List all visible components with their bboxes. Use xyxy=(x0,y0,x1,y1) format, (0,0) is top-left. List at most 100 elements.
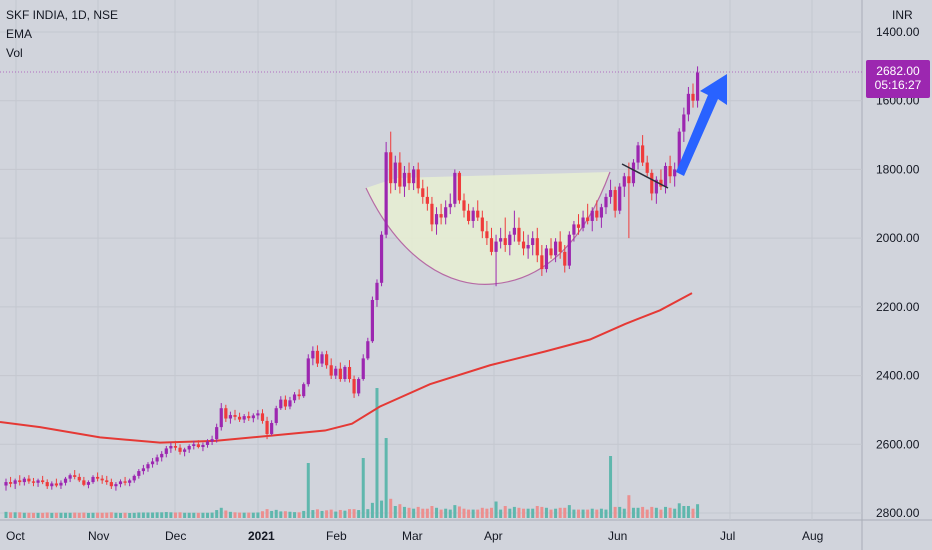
volume-bar xyxy=(146,512,150,518)
candle-body xyxy=(187,446,191,450)
volume-bar xyxy=(27,512,31,518)
candle-body xyxy=(155,457,159,462)
candle-body xyxy=(265,420,269,434)
candle-body xyxy=(622,176,626,187)
volume-bar xyxy=(522,508,526,518)
candle-body xyxy=(526,245,530,249)
candle-body xyxy=(444,207,448,218)
candle-body xyxy=(27,478,31,482)
volume-bar xyxy=(668,507,672,518)
volume-bar xyxy=(531,508,535,518)
ema-line xyxy=(0,292,693,444)
candle-body xyxy=(636,145,640,163)
candle-body xyxy=(425,196,429,204)
ema-indicator-label[interactable]: EMA xyxy=(6,27,33,41)
candle-body xyxy=(659,179,663,187)
candle-body xyxy=(673,169,677,177)
volume-bar xyxy=(73,512,77,518)
time-tick-label: 2021 xyxy=(248,529,275,543)
volume-bar xyxy=(219,507,223,518)
volume-bar xyxy=(567,505,571,518)
volume-bar xyxy=(609,456,613,518)
candle-body xyxy=(567,234,571,266)
volume-bar xyxy=(421,508,425,518)
volume-bar xyxy=(206,512,210,518)
volume-bar xyxy=(581,509,585,518)
volume-bar xyxy=(151,512,155,518)
candle-body xyxy=(393,162,397,184)
candle-body xyxy=(389,152,393,184)
candle-body xyxy=(164,448,168,454)
candle-body xyxy=(558,241,562,252)
volume-bar xyxy=(100,512,104,518)
volume-bar xyxy=(535,506,539,518)
volume-bar xyxy=(627,495,631,518)
vol-indicator-label[interactable]: Vol xyxy=(6,46,23,60)
volume-bar xyxy=(508,508,512,518)
candle-body xyxy=(434,214,439,225)
volume-bar xyxy=(352,509,356,518)
candle-body xyxy=(315,350,320,364)
volume-bar xyxy=(242,512,246,518)
candle-body xyxy=(489,238,494,252)
volume-bar xyxy=(320,510,324,518)
candle-body xyxy=(247,416,251,419)
volume-bar xyxy=(18,512,22,518)
volume-bar xyxy=(329,509,333,518)
volume-bar xyxy=(50,512,54,518)
volume-bar xyxy=(389,498,393,518)
volume-bar xyxy=(160,512,164,518)
volume-bar xyxy=(357,510,361,518)
candle-body xyxy=(173,446,178,448)
volume-bar xyxy=(650,506,654,518)
time-tick-label: Nov xyxy=(88,529,109,543)
candle-body xyxy=(677,131,681,170)
volume-bar xyxy=(325,510,329,518)
last-price-tag: 2682.00 05:16:27 xyxy=(866,60,930,98)
candle-body xyxy=(297,394,301,397)
volume-bar xyxy=(489,507,493,518)
candle-body xyxy=(146,464,150,469)
candle-body xyxy=(183,449,187,452)
volume-bar xyxy=(54,512,58,518)
candle-body xyxy=(361,358,365,380)
volume-bar xyxy=(4,511,8,518)
candle-body xyxy=(462,200,466,211)
candle-body xyxy=(288,400,292,407)
volume-bar xyxy=(137,512,141,518)
volume-bar xyxy=(457,506,461,518)
currency-unit-label[interactable]: INR xyxy=(892,8,913,22)
candle-body xyxy=(109,482,113,487)
candle-body xyxy=(118,481,123,485)
candle-body xyxy=(654,179,658,194)
candle-body xyxy=(627,176,631,184)
candle-body xyxy=(586,217,590,221)
candle-body xyxy=(453,172,457,204)
volume-bar xyxy=(517,507,521,518)
breakout-arrow xyxy=(676,74,727,176)
volume-bar xyxy=(36,512,40,518)
candle-body xyxy=(68,475,72,479)
time-tick-label: Jun xyxy=(608,529,627,543)
volume-bar xyxy=(439,509,443,518)
candle-body xyxy=(36,480,40,483)
candle-body xyxy=(421,188,425,197)
volume-bar xyxy=(366,509,370,518)
volume-bar xyxy=(540,506,544,518)
symbol-title[interactable]: SKF INDIA, 1D, NSE xyxy=(6,8,119,22)
candle-body xyxy=(402,172,407,187)
volume-bar xyxy=(256,512,260,518)
candle-body xyxy=(480,217,484,232)
candle-body xyxy=(517,227,521,242)
candle-body xyxy=(695,72,700,101)
candle-body xyxy=(196,444,200,448)
candle-body xyxy=(466,210,471,221)
volume-bar xyxy=(169,512,173,518)
volume-bar xyxy=(485,508,489,518)
volume-bar xyxy=(499,509,503,518)
candle-body xyxy=(270,422,274,434)
candle-body xyxy=(128,480,132,483)
volume-bar xyxy=(334,511,338,518)
